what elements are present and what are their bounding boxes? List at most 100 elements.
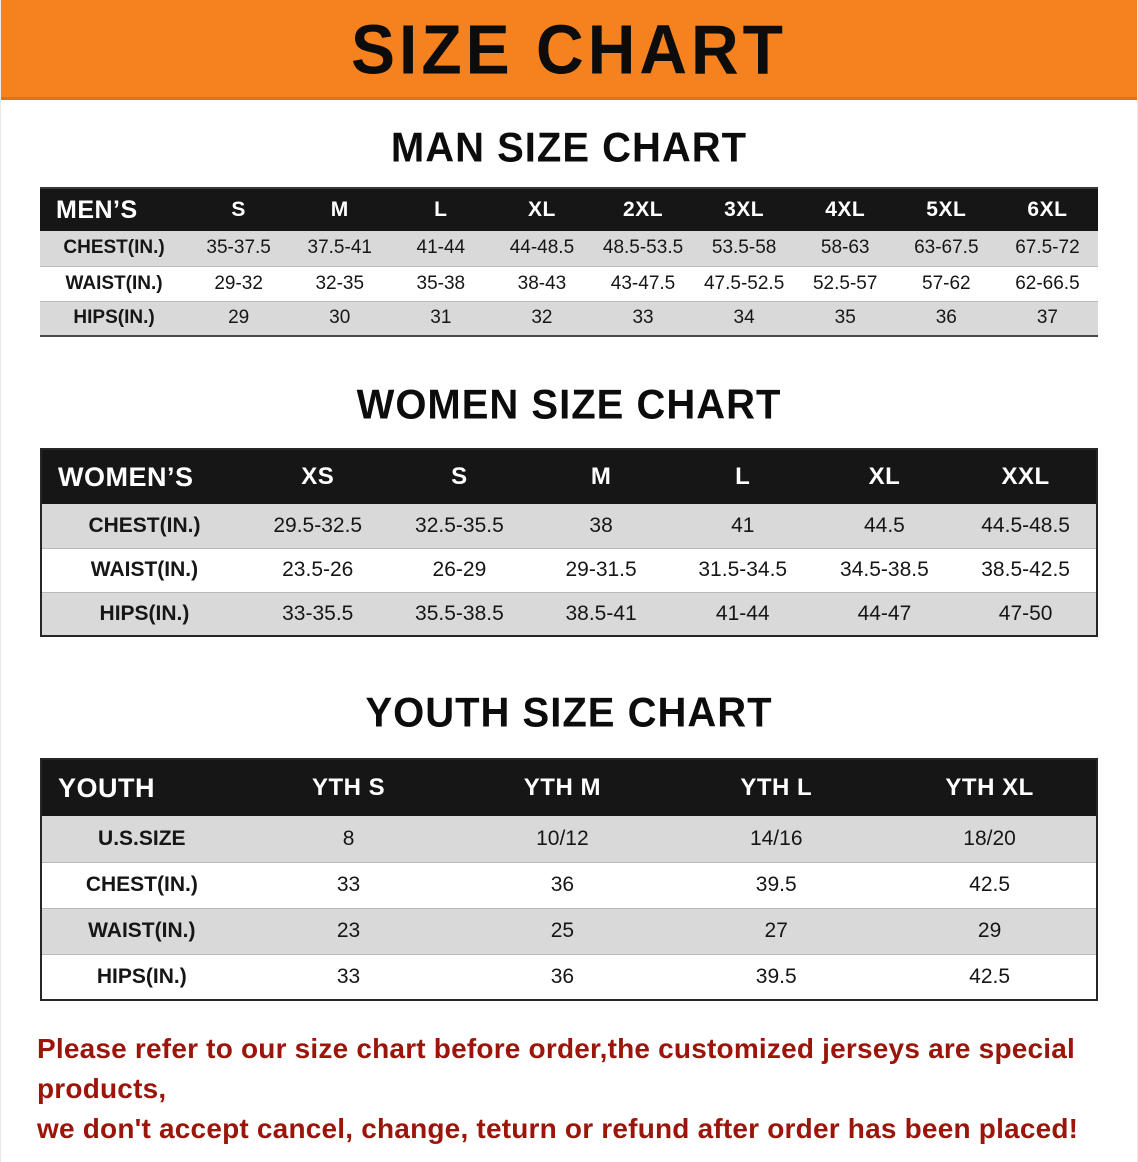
value-cell: 31 (430, 307, 452, 329)
value-cell: 32-35 (315, 272, 365, 294)
value-cell: 36 (550, 873, 575, 896)
value-cell: 14/16 (749, 826, 803, 850)
value-cell: 44.5-48.5 (981, 513, 1070, 537)
row-label-cell: U.S.SIZE (98, 826, 186, 850)
value-cell: 67.5-72 (1015, 237, 1080, 259)
value-cell: 58-63 (820, 237, 870, 259)
disclaimer-line-1: Please refer to our size chart before or… (37, 1033, 1076, 1104)
women-section: WOMEN SIZE CHART WOMEN’S XS S M L XL XXL CHEST(… (1, 382, 1137, 637)
value-cell: 35.5-38.5 (415, 601, 504, 625)
value-cell: 53.5-58 (711, 237, 777, 259)
value-cell: 57-62 (922, 272, 971, 294)
value-cell: 8 (342, 826, 355, 850)
value-cell: 42.5 (969, 873, 1011, 896)
value-cell: 36 (935, 307, 957, 329)
row-label-cell: WAIST(IN.) (90, 558, 199, 581)
size-header-cell: YTH L (740, 774, 813, 801)
value-cell: 23 (336, 919, 361, 942)
value-cell: 29-31.5 (565, 558, 637, 581)
value-cell: 32 (531, 307, 553, 329)
value-cell: 39.5 (755, 873, 797, 896)
value-cell: 30 (329, 307, 351, 329)
row-label-cell: WAIST(IN.) (88, 919, 196, 942)
value-cell: 10/12 (536, 826, 589, 850)
size-header-cell: XXL (1001, 463, 1050, 490)
value-cell: 26-29 (432, 558, 487, 581)
table-row: WAIST(IN.) 23 25 27 29 (41, 908, 1097, 954)
table-row: CHEST(IN.) 35-37.5 37.5-41 41-44 44-48.5 48.5… (40, 231, 1098, 266)
women-section-heading: WOMEN SIZE CHART (356, 382, 782, 428)
row-label-cell: WAIST(IN.) (65, 272, 163, 294)
size-header-cell: XS (301, 463, 335, 490)
value-cell: 62-66.5 (1015, 272, 1080, 294)
table-row: WAIST(IN.) 23.5-26 26-29 29-31.5 31.5-34.5 34… (41, 548, 1097, 592)
disclaimer-line-2: we don't accept cancel, change, teturn o… (37, 1112, 1079, 1144)
value-cell: 37.5-41 (307, 237, 372, 259)
value-cell: 38-43 (517, 272, 567, 294)
value-cell: 32.5-35.5 (415, 513, 504, 537)
value-cell: 33 (336, 964, 361, 988)
row-label-cell: HIPS(IN.) (96, 964, 187, 988)
table-row: HIPS(IN.) 29 30 31 32 33 34 35 36 37 (40, 301, 1098, 336)
size-header-cell: YTH XL (945, 774, 1034, 801)
value-cell: 35 (834, 307, 856, 329)
row-label-cell: HIPS(IN.) (99, 601, 190, 625)
value-cell: 34 (733, 307, 755, 329)
size-header-cell: S (231, 198, 246, 221)
banner: SIZE CHART (1, 0, 1137, 100)
table-title-cell: YOUTH (58, 772, 155, 803)
value-cell: 35-37.5 (206, 237, 271, 259)
size-header-cell: M (330, 198, 349, 221)
value-cell: 41-44 (715, 601, 770, 625)
value-cell: 23.5-26 (282, 558, 354, 581)
table-row: CHEST(IN.) 29.5-32.5 32.5-35.5 38 41 44.5 44.5… (41, 504, 1097, 548)
value-cell: 38.5-42.5 (981, 558, 1070, 581)
value-cell: 36 (550, 964, 575, 988)
men-size-table: MEN’S S M L XL 2XL 3XL 4XL 5XL 6XL CHEST(IN.) 35-37… (40, 187, 1098, 337)
value-cell: 27 (764, 919, 788, 942)
value-cell: 47.5-52.5 (703, 272, 785, 294)
size-header-cell: XL (868, 463, 901, 490)
header-row: WOMEN’S XS S M L XL XXL (41, 449, 1097, 504)
page-title: SIZE CHART (351, 9, 787, 88)
youth-size-table: YOUTH YTH S YTH M YTH L YTH XL U.S.SIZE 8 10/12… (40, 758, 1098, 1001)
value-cell: 41 (731, 513, 755, 537)
table-row: CHEST(IN.) 33 36 39.5 42.5 (41, 862, 1097, 908)
value-cell: 39.5 (755, 964, 797, 988)
value-cell: 42.5 (969, 964, 1011, 988)
value-cell: 29.5-32.5 (273, 513, 363, 537)
table-row: HIPS(IN.) 33 36 39.5 42.5 (41, 954, 1097, 1000)
value-cell: 18/20 (963, 826, 1016, 850)
size-header-cell: L (735, 463, 751, 490)
men-section: MAN SIZE CHART MEN’S S M L XL 2XL 3XL 4XL 5XL 6XL… (1, 125, 1137, 337)
value-cell: 63-67.5 (914, 237, 979, 259)
size-header-cell: L (434, 198, 448, 221)
table-row: HIPS(IN.) 33-35.5 35.5-38.5 38.5-41 41-44 44-… (41, 592, 1097, 636)
size-header-cell: 6XL (1027, 198, 1068, 221)
value-cell: 38 (589, 513, 613, 537)
value-cell: 33-35.5 (282, 601, 354, 625)
size-header-cell: 4XL (825, 198, 866, 221)
row-label-cell: HIPS(IN.) (73, 307, 155, 329)
value-cell: 31.5-34.5 (698, 558, 788, 581)
header-row: MEN’S S M L XL 2XL 3XL 4XL 5XL 6XL (40, 188, 1098, 231)
value-cell: 35-38 (416, 272, 466, 294)
size-header-cell: YTH S (311, 774, 386, 801)
size-header-cell: 2XL (623, 198, 664, 221)
row-label-cell: CHEST(IN.) (85, 873, 198, 896)
row-label-cell: CHEST(IN.) (88, 513, 201, 537)
value-cell: 33 (336, 873, 361, 896)
value-cell: 37 (1036, 307, 1058, 329)
value-cell: 34.5-38.5 (840, 558, 929, 581)
value-cell: 44.5 (863, 513, 905, 537)
table-title-cell: WOMEN’S (58, 461, 194, 492)
men-section-heading: MAN SIZE CHART (390, 125, 748, 171)
value-cell: 44-47 (857, 601, 912, 625)
women-size-table: WOMEN’S XS S M L XL XXL CHEST(IN.) 29.5-32.5 32.5… (40, 448, 1098, 637)
table-row: WAIST(IN.) 29-32 32-35 35-38 38-43 43-47.5 47.… (40, 266, 1098, 301)
size-header-cell: 3XL (724, 198, 765, 221)
size-header-cell: S (451, 463, 468, 490)
value-cell: 38.5-41 (565, 601, 637, 625)
value-cell: 48.5-53.5 (602, 237, 684, 259)
